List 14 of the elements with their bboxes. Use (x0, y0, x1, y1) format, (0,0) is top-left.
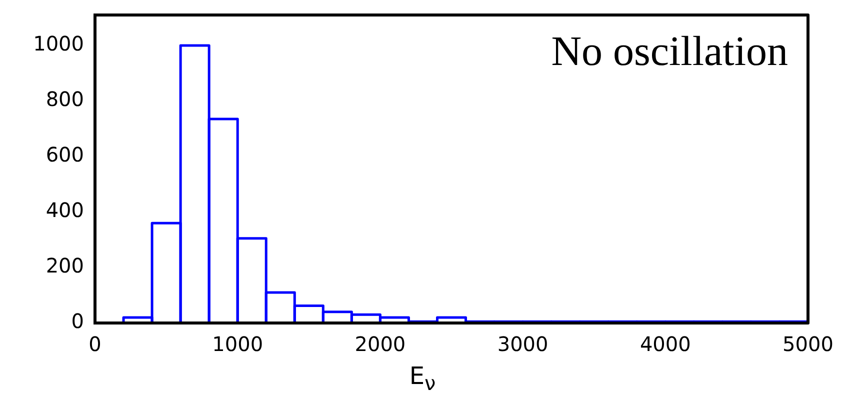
y-tick-label: 800 (46, 87, 84, 112)
y-tick-label: 600 (46, 142, 84, 167)
x-tick-label: 1000 (212, 332, 264, 356)
y-tick-label: 0 (71, 309, 84, 334)
x-tick-label: 3000 (497, 332, 548, 356)
y-tick-label: 200 (46, 254, 84, 278)
y-tick-label: 400 (46, 198, 84, 222)
x-tick-label: 4000 (640, 332, 691, 356)
y-tick-label: 1000 (33, 32, 84, 56)
x-tick-label: 0 (88, 332, 102, 356)
annotation: No oscillation (551, 29, 788, 76)
x-tick-label: 2000 (354, 332, 406, 356)
x-axis-title: E$_{ν}$ (408, 362, 437, 395)
x-tick-label: 5000 (782, 332, 834, 356)
